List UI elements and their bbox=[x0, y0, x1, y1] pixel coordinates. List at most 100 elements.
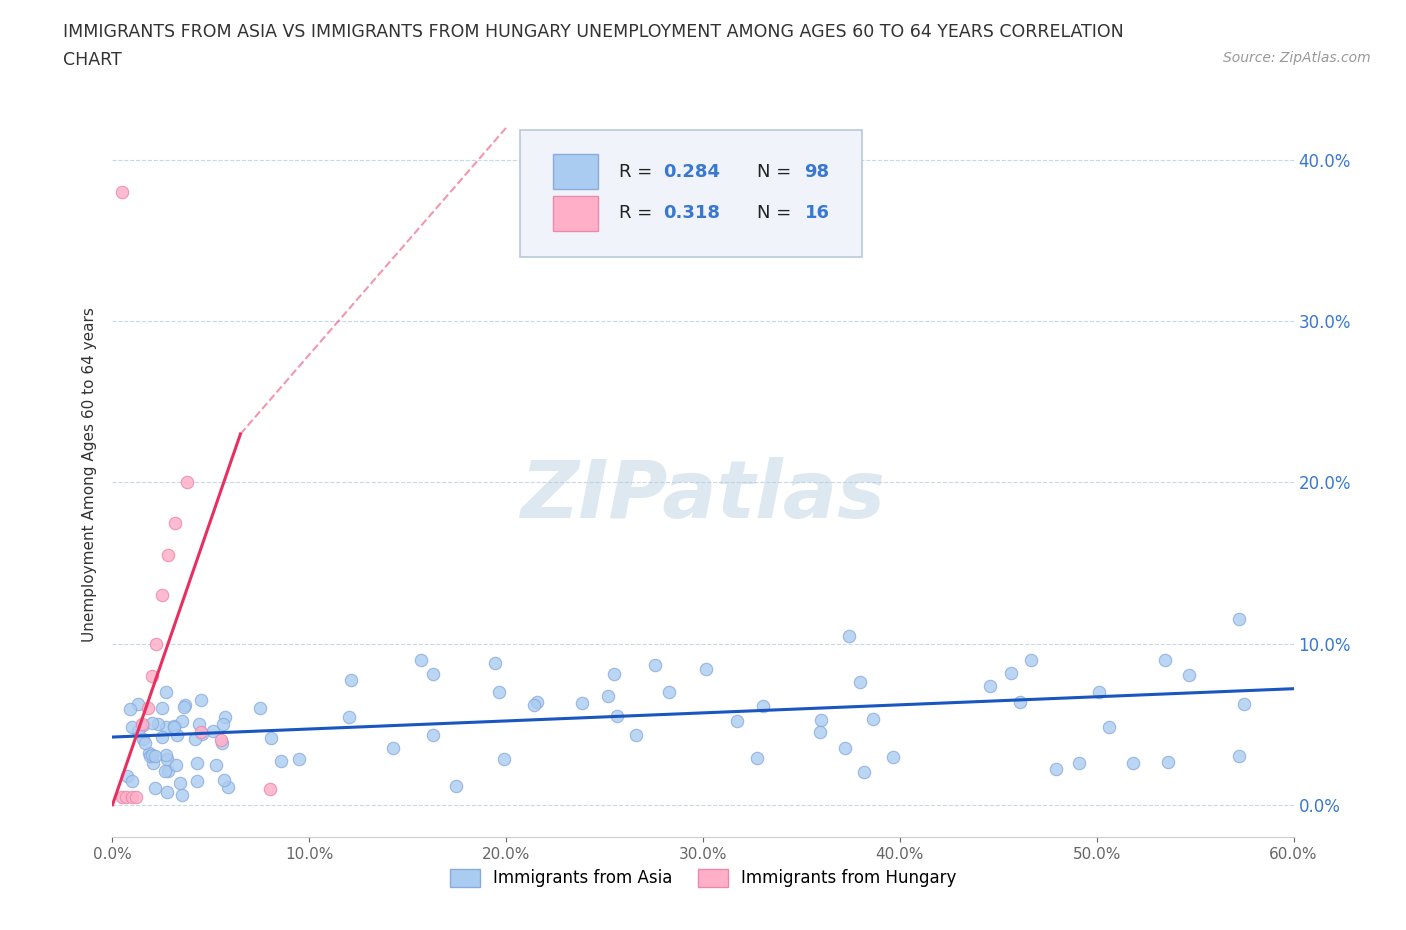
FancyBboxPatch shape bbox=[520, 130, 862, 257]
Text: IMMIGRANTS FROM ASIA VS IMMIGRANTS FROM HUNGARY UNEMPLOYMENT AMONG AGES 60 TO 64: IMMIGRANTS FROM ASIA VS IMMIGRANTS FROM … bbox=[63, 23, 1123, 41]
Point bbox=[745, 751, 768, 765]
Point bbox=[1019, 653, 1042, 668]
FancyBboxPatch shape bbox=[553, 154, 598, 189]
Point bbox=[526, 695, 548, 710]
Point bbox=[1154, 653, 1177, 668]
Point bbox=[422, 667, 444, 682]
Point bbox=[186, 755, 208, 770]
Point bbox=[141, 669, 163, 684]
Point bbox=[121, 774, 143, 789]
Text: 98: 98 bbox=[804, 163, 830, 180]
Point bbox=[131, 718, 153, 733]
Point bbox=[287, 752, 309, 767]
Point bbox=[409, 652, 432, 667]
Point bbox=[259, 781, 281, 796]
Point bbox=[848, 674, 870, 689]
Point bbox=[138, 749, 160, 764]
Text: 16: 16 bbox=[804, 205, 830, 222]
Text: CHART: CHART bbox=[63, 51, 122, 69]
Point bbox=[606, 709, 628, 724]
Point bbox=[153, 764, 176, 779]
Point bbox=[852, 764, 875, 779]
Point bbox=[125, 790, 148, 804]
Point bbox=[571, 696, 593, 711]
Point bbox=[145, 636, 167, 651]
Point bbox=[136, 700, 159, 715]
Point bbox=[1227, 749, 1250, 764]
Point bbox=[1157, 755, 1180, 770]
Point bbox=[808, 724, 831, 739]
Point bbox=[1122, 755, 1144, 770]
Point bbox=[156, 785, 179, 800]
Point bbox=[190, 727, 212, 742]
Point bbox=[260, 731, 283, 746]
Point bbox=[1177, 668, 1199, 683]
Point bbox=[115, 790, 138, 804]
Point bbox=[132, 731, 155, 746]
Point bbox=[115, 769, 138, 784]
Point bbox=[862, 711, 884, 726]
Point bbox=[170, 788, 193, 803]
Point bbox=[202, 724, 225, 738]
Point bbox=[1069, 755, 1091, 770]
Point bbox=[138, 746, 160, 761]
Text: ZIPatlas: ZIPatlas bbox=[520, 457, 886, 535]
Point bbox=[624, 728, 647, 743]
Point bbox=[190, 724, 212, 739]
Point bbox=[121, 720, 143, 735]
Point bbox=[121, 790, 143, 804]
Point bbox=[170, 713, 193, 728]
Point bbox=[212, 716, 235, 731]
Text: 0.318: 0.318 bbox=[662, 205, 720, 222]
Point bbox=[834, 740, 856, 755]
Point bbox=[217, 779, 239, 794]
Point bbox=[165, 515, 187, 530]
Point bbox=[1000, 666, 1022, 681]
Point bbox=[131, 717, 153, 732]
Point bbox=[205, 757, 228, 772]
Point bbox=[492, 751, 515, 766]
Point bbox=[838, 628, 860, 643]
Point bbox=[145, 749, 167, 764]
Point bbox=[695, 661, 717, 676]
Point bbox=[146, 717, 169, 732]
Point bbox=[725, 714, 748, 729]
Point bbox=[141, 748, 163, 763]
Point bbox=[339, 710, 361, 724]
Point bbox=[810, 712, 832, 727]
Point bbox=[190, 692, 212, 707]
Text: R =: R = bbox=[619, 205, 658, 222]
Point bbox=[644, 658, 666, 672]
Text: N =: N = bbox=[758, 163, 797, 180]
Point bbox=[381, 740, 404, 755]
Point bbox=[156, 751, 179, 766]
Point bbox=[752, 698, 775, 713]
Point bbox=[173, 699, 195, 714]
Point bbox=[340, 672, 363, 687]
Point bbox=[523, 698, 546, 712]
Point bbox=[979, 678, 1001, 693]
Point bbox=[155, 685, 177, 700]
Legend: Immigrants from Asia, Immigrants from Hungary: Immigrants from Asia, Immigrants from Hu… bbox=[443, 862, 963, 894]
Point bbox=[1232, 697, 1254, 711]
Point bbox=[184, 731, 207, 746]
Point bbox=[127, 724, 149, 738]
Point bbox=[163, 720, 186, 735]
Point bbox=[602, 667, 624, 682]
Point bbox=[111, 790, 134, 804]
Point bbox=[484, 655, 506, 670]
Text: 0.284: 0.284 bbox=[662, 163, 720, 180]
Text: Source: ZipAtlas.com: Source: ZipAtlas.com bbox=[1223, 51, 1371, 65]
Point bbox=[169, 776, 191, 790]
Point bbox=[150, 701, 173, 716]
Point bbox=[134, 736, 156, 751]
Point bbox=[186, 773, 208, 788]
Point bbox=[188, 717, 211, 732]
Point bbox=[488, 684, 510, 699]
Text: N =: N = bbox=[758, 205, 797, 222]
Point bbox=[658, 684, 681, 699]
Text: R =: R = bbox=[619, 163, 658, 180]
Point bbox=[145, 780, 167, 795]
Point bbox=[209, 733, 232, 748]
Point bbox=[163, 719, 186, 734]
